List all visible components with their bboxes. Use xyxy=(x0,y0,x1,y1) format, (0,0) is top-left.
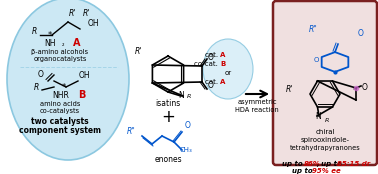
Text: R': R' xyxy=(135,47,142,56)
Text: R: R xyxy=(33,83,39,92)
Text: spirooxindole-: spirooxindole- xyxy=(301,137,350,143)
Text: N: N xyxy=(315,112,321,121)
Text: co-catalysts: co-catalysts xyxy=(40,108,80,114)
Text: amino acids: amino acids xyxy=(40,101,80,107)
Text: O: O xyxy=(313,57,319,63)
Text: ₂: ₂ xyxy=(62,42,65,47)
Text: two catalysts: two catalysts xyxy=(31,117,89,126)
Text: 95% ee: 95% ee xyxy=(312,168,341,174)
Text: O: O xyxy=(208,53,214,62)
Text: cat.: cat. xyxy=(204,52,220,58)
Text: R': R' xyxy=(68,9,76,18)
Text: R": R" xyxy=(309,25,318,34)
Text: NH: NH xyxy=(44,39,56,48)
Text: tetrahydrapyranones: tetrahydrapyranones xyxy=(290,145,360,151)
Ellipse shape xyxy=(7,0,129,160)
FancyArrowPatch shape xyxy=(246,91,267,97)
Text: 86%: 86% xyxy=(304,161,321,167)
Text: B: B xyxy=(220,61,225,67)
Text: O: O xyxy=(208,81,214,90)
Text: *: * xyxy=(48,31,52,40)
Text: N: N xyxy=(178,91,184,100)
Text: R': R' xyxy=(286,85,293,94)
Text: +: + xyxy=(161,108,175,126)
Text: up to: up to xyxy=(292,168,315,174)
Text: R: R xyxy=(325,118,329,123)
Text: , up to: , up to xyxy=(316,161,344,167)
Text: R': R' xyxy=(82,9,90,18)
Text: R: R xyxy=(187,94,191,99)
Text: 85:15 dr: 85:15 dr xyxy=(337,161,370,167)
Text: CH₃: CH₃ xyxy=(180,147,193,153)
Text: component system: component system xyxy=(19,126,101,135)
Text: organocatalysts: organocatalysts xyxy=(33,56,87,62)
Text: *: * xyxy=(62,83,66,92)
Text: asymmetric: asymmetric xyxy=(237,99,277,105)
Text: OH: OH xyxy=(88,19,100,28)
Text: B: B xyxy=(78,90,86,100)
Text: isatins: isatins xyxy=(155,99,181,108)
Text: O: O xyxy=(362,83,368,92)
Text: up to: up to xyxy=(282,161,305,167)
Text: A: A xyxy=(220,52,225,58)
Text: or: or xyxy=(225,70,232,76)
Text: HDA reaction: HDA reaction xyxy=(235,107,279,113)
Text: O: O xyxy=(358,29,364,38)
Text: O: O xyxy=(38,70,44,79)
Text: β-amino alcohols: β-amino alcohols xyxy=(31,49,88,55)
FancyBboxPatch shape xyxy=(273,1,377,165)
Text: enones: enones xyxy=(154,155,182,164)
Text: cat.: cat. xyxy=(204,79,220,85)
Text: A: A xyxy=(73,38,81,48)
Ellipse shape xyxy=(203,39,253,99)
Text: co-cat.: co-cat. xyxy=(194,61,220,67)
Text: O: O xyxy=(185,121,191,130)
Text: A: A xyxy=(220,79,225,85)
Text: chiral: chiral xyxy=(315,129,335,135)
Text: NHR: NHR xyxy=(53,91,70,100)
Text: R: R xyxy=(31,27,37,36)
Text: OH: OH xyxy=(79,71,91,80)
Text: R": R" xyxy=(127,127,136,136)
